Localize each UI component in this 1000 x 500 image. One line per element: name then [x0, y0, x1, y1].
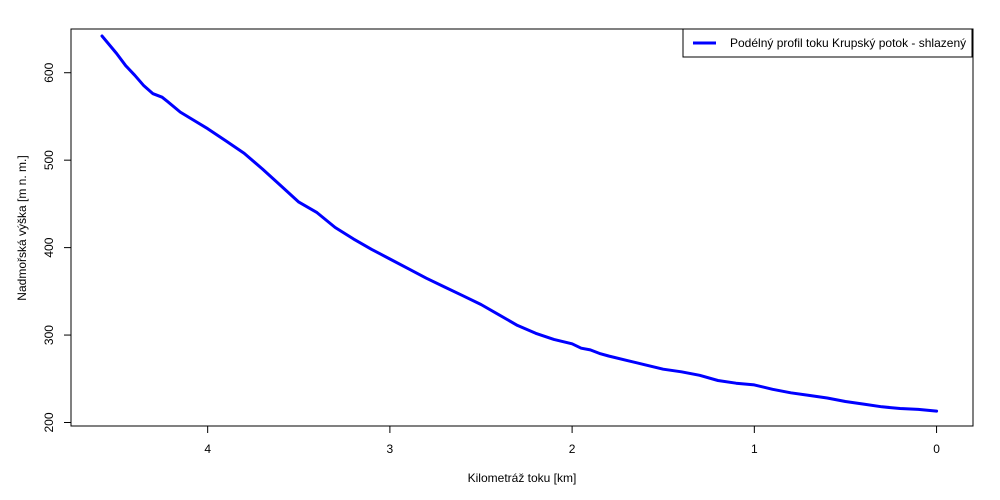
x-axis-label: Kilometráž toku [km] [468, 471, 577, 485]
y-tick-label: 500 [42, 150, 56, 170]
x-tick-label: 2 [569, 442, 576, 456]
legend: Podélný profil toku Krupský potok - shla… [682, 28, 973, 58]
x-tick-label: 4 [204, 442, 211, 456]
x-tick-label: 0 [933, 442, 940, 456]
series-line-0 [100, 34, 939, 413]
series-layer [100, 34, 939, 413]
y-tick-label: 300 [42, 325, 56, 345]
y-tick-label: 200 [42, 412, 56, 432]
legend-box [682, 28, 973, 58]
x-axis: 4 3 2 1 0 [204, 425, 940, 456]
y-axis: 200 300 400 500 600 [42, 62, 72, 433]
y-axis-label: Nadmořská výška [m n. m.] [15, 155, 29, 300]
legend-label: Podélný profil toku Krupský potok - shla… [730, 36, 966, 50]
x-tick-label: 1 [751, 442, 758, 456]
y-tick-label: 600 [42, 62, 56, 82]
x-tick-label: 3 [387, 442, 394, 456]
plot-frame [70, 28, 974, 427]
y-tick-label: 400 [42, 237, 56, 257]
